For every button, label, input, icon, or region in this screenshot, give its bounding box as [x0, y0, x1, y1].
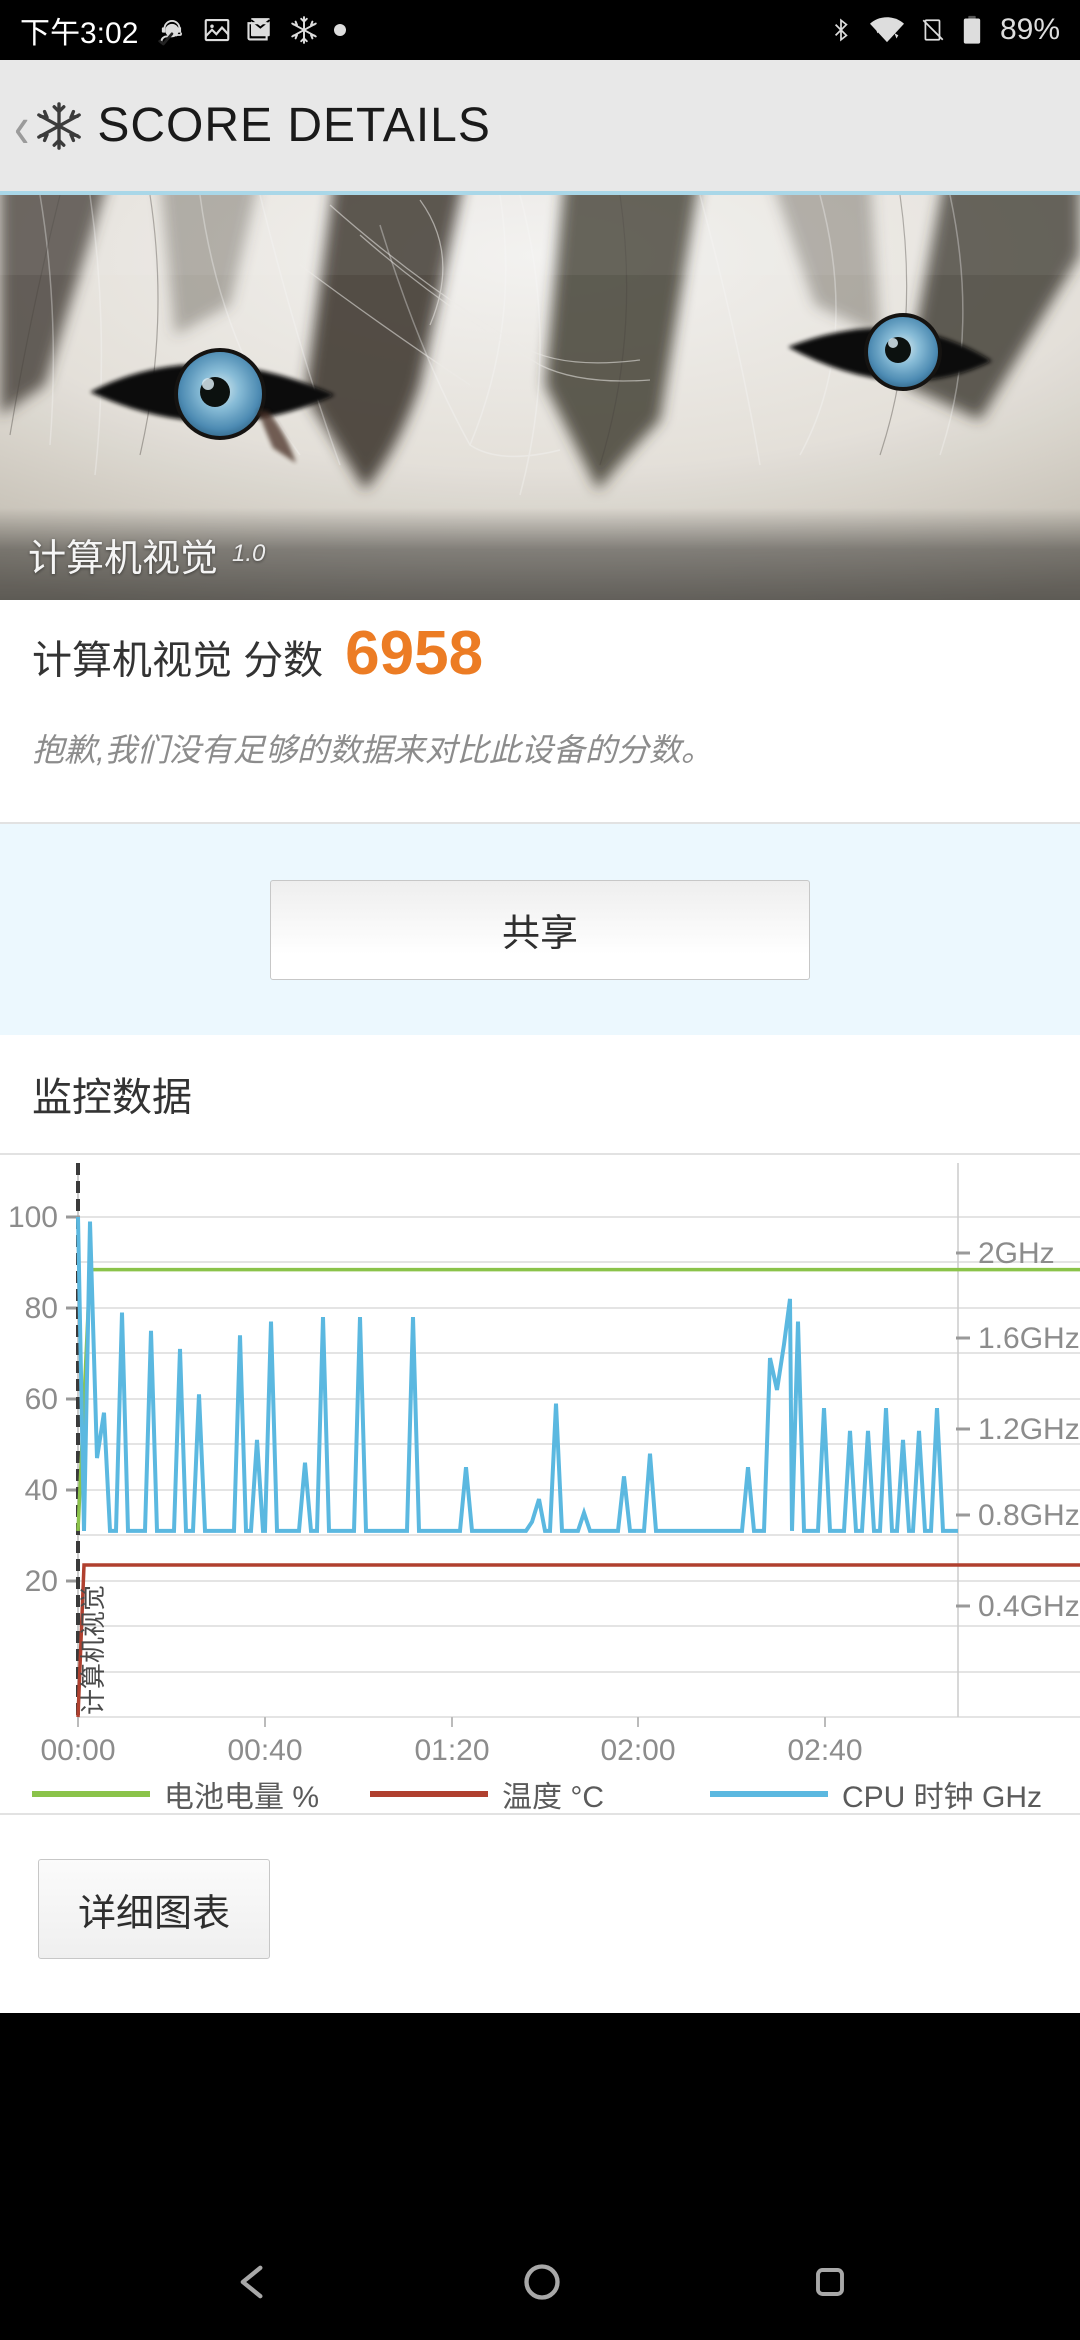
svg-text:40: 40 [25, 1474, 58, 1507]
svg-text:80: 80 [25, 1292, 58, 1325]
svg-text:100: 100 [8, 1201, 58, 1234]
svg-text:60: 60 [25, 1383, 58, 1416]
svg-text:1.6GHz: 1.6GHz [978, 1322, 1080, 1355]
svg-text:20: 20 [25, 1565, 58, 1598]
svg-text:2GHz: 2GHz [978, 1237, 1055, 1270]
svg-text:00:00: 00:00 [40, 1734, 115, 1767]
svg-text:02:40: 02:40 [787, 1734, 862, 1767]
svg-text:计算机视觉: 计算机视觉 [78, 1585, 108, 1715]
svg-text:1.2GHz: 1.2GHz [978, 1413, 1080, 1446]
svg-text:00:40: 00:40 [227, 1734, 302, 1767]
svg-text:01:20: 01:20 [414, 1734, 489, 1767]
svg-text:0.8GHz: 0.8GHz [978, 1499, 1080, 1532]
svg-text:02:00: 02:00 [600, 1734, 675, 1767]
svg-text:0.4GHz: 0.4GHz [978, 1590, 1080, 1623]
